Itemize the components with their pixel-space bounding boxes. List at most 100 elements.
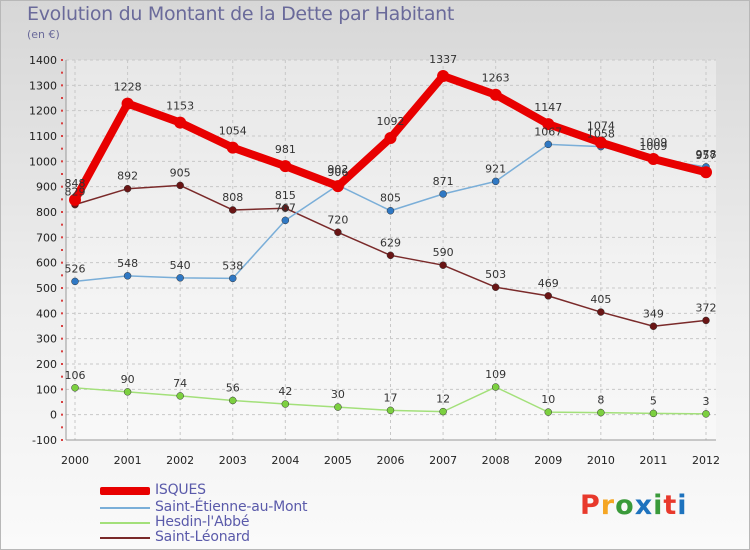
data-point (542, 118, 555, 131)
data-label: 1058 (587, 128, 615, 141)
y-tick-label: 100 (36, 383, 57, 396)
y-axis-tick (61, 325, 63, 327)
data-label: 720 (327, 213, 348, 226)
y-axis-tick (61, 135, 63, 137)
y-axis-tick (61, 109, 63, 112)
data-point (281, 216, 290, 225)
data-label: 978 (696, 148, 717, 161)
data-point (544, 140, 552, 149)
data-label: 8 (597, 394, 604, 407)
y-axis-tick (61, 287, 63, 289)
data-label: 1092 (377, 115, 405, 128)
y-tick-label: 1300 (29, 79, 57, 92)
data-label: 871 (433, 175, 454, 188)
y-axis-tick (61, 160, 63, 163)
x-tick-label: 2001 (114, 454, 142, 467)
y-axis-tick (61, 375, 63, 378)
data-point (334, 403, 342, 411)
x-tick-label: 2012 (692, 454, 720, 467)
legend-label-saint-etienne-au-mont: Saint-Étienne-au-Mont (155, 499, 308, 515)
data-point (700, 166, 712, 179)
legend-label-saint-leonard: Saint-Léonard (155, 529, 250, 545)
data-point (594, 136, 607, 149)
y-tick-label: 700 (36, 231, 57, 244)
y-axis-tick (61, 274, 63, 277)
data-label: 5 (650, 394, 657, 407)
y-axis-tick (61, 147, 63, 150)
logo-letter: i (653, 490, 664, 521)
data-point (176, 181, 184, 190)
data-label: 405 (590, 293, 611, 306)
legend-item-hesdin-l-abbe: Hesdin-l'Abbé (100, 514, 400, 532)
data-label: 42 (278, 385, 292, 398)
data-point (69, 193, 81, 206)
data-point (386, 251, 395, 260)
y-axis-tick (61, 59, 63, 61)
y-axis-tick (61, 439, 63, 441)
x-tick-label: 2009 (534, 454, 562, 467)
data-point (279, 160, 292, 173)
data-label: 548 (117, 257, 138, 270)
y-axis-tick (61, 401, 63, 403)
x-tick-label: 2003 (219, 454, 247, 467)
y-axis-tick (61, 236, 63, 239)
x-tick-label: 2007 (429, 454, 457, 467)
proxiti-logo: Proxiti (580, 490, 688, 521)
legend-item-saint-leonard: Saint-Léonard (100, 529, 400, 547)
y-axis-tick (61, 363, 63, 365)
y-tick-label: 500 (36, 282, 57, 295)
data-point (176, 392, 184, 400)
y-axis-tick (61, 71, 63, 74)
data-label: 526 (65, 262, 86, 275)
data-point (702, 316, 710, 325)
data-label: 590 (433, 246, 454, 259)
y-axis-tick (61, 337, 63, 340)
data-label: 1074 (587, 120, 615, 133)
data-label: 538 (222, 259, 243, 272)
legend-item-isques: ISQUES (100, 482, 400, 500)
data-point (174, 116, 187, 129)
y-tick-label: 1200 (29, 105, 57, 118)
data-label: 12 (436, 393, 450, 406)
data-point (649, 322, 658, 331)
data-point (489, 88, 502, 101)
data-label: 767 (275, 201, 296, 214)
y-tick-label: 800 (36, 206, 57, 219)
logo-letter: x (634, 490, 654, 521)
data-point (647, 153, 660, 166)
data-point (491, 177, 500, 186)
data-label: 30 (331, 388, 345, 401)
data-label: 1337 (429, 53, 457, 66)
data-point (491, 283, 500, 291)
y-axis-tick (61, 413, 63, 416)
y-axis-tick (61, 211, 63, 213)
x-tick-label: 2000 (61, 454, 89, 467)
data-label: 829 (65, 186, 86, 199)
data-label: 921 (485, 162, 506, 175)
x-tick-label: 2010 (587, 454, 615, 467)
data-label: 17 (384, 391, 398, 404)
data-point (544, 408, 552, 416)
data-point (71, 384, 79, 392)
data-label: 469 (538, 277, 559, 290)
data-point (229, 206, 237, 214)
data-label: 902 (327, 163, 348, 176)
data-label: 815 (275, 189, 296, 202)
data-label: 109 (485, 368, 506, 381)
y-tick-label: 1000 (29, 155, 57, 168)
logo-letter: P (580, 490, 601, 521)
y-axis-tick (61, 350, 63, 353)
y-tick-label: 600 (36, 257, 57, 270)
chart-subtitle: (en €) (27, 28, 60, 41)
data-label: 805 (380, 192, 401, 205)
data-label: 848 (65, 177, 86, 190)
data-point (123, 272, 132, 280)
data-label: 1054 (219, 125, 247, 138)
data-point (71, 277, 79, 286)
data-point (439, 407, 447, 416)
data-point (386, 206, 395, 215)
y-axis-tick (61, 261, 63, 264)
data-point (702, 410, 710, 418)
legend-label-isques: ISQUES (155, 482, 206, 498)
